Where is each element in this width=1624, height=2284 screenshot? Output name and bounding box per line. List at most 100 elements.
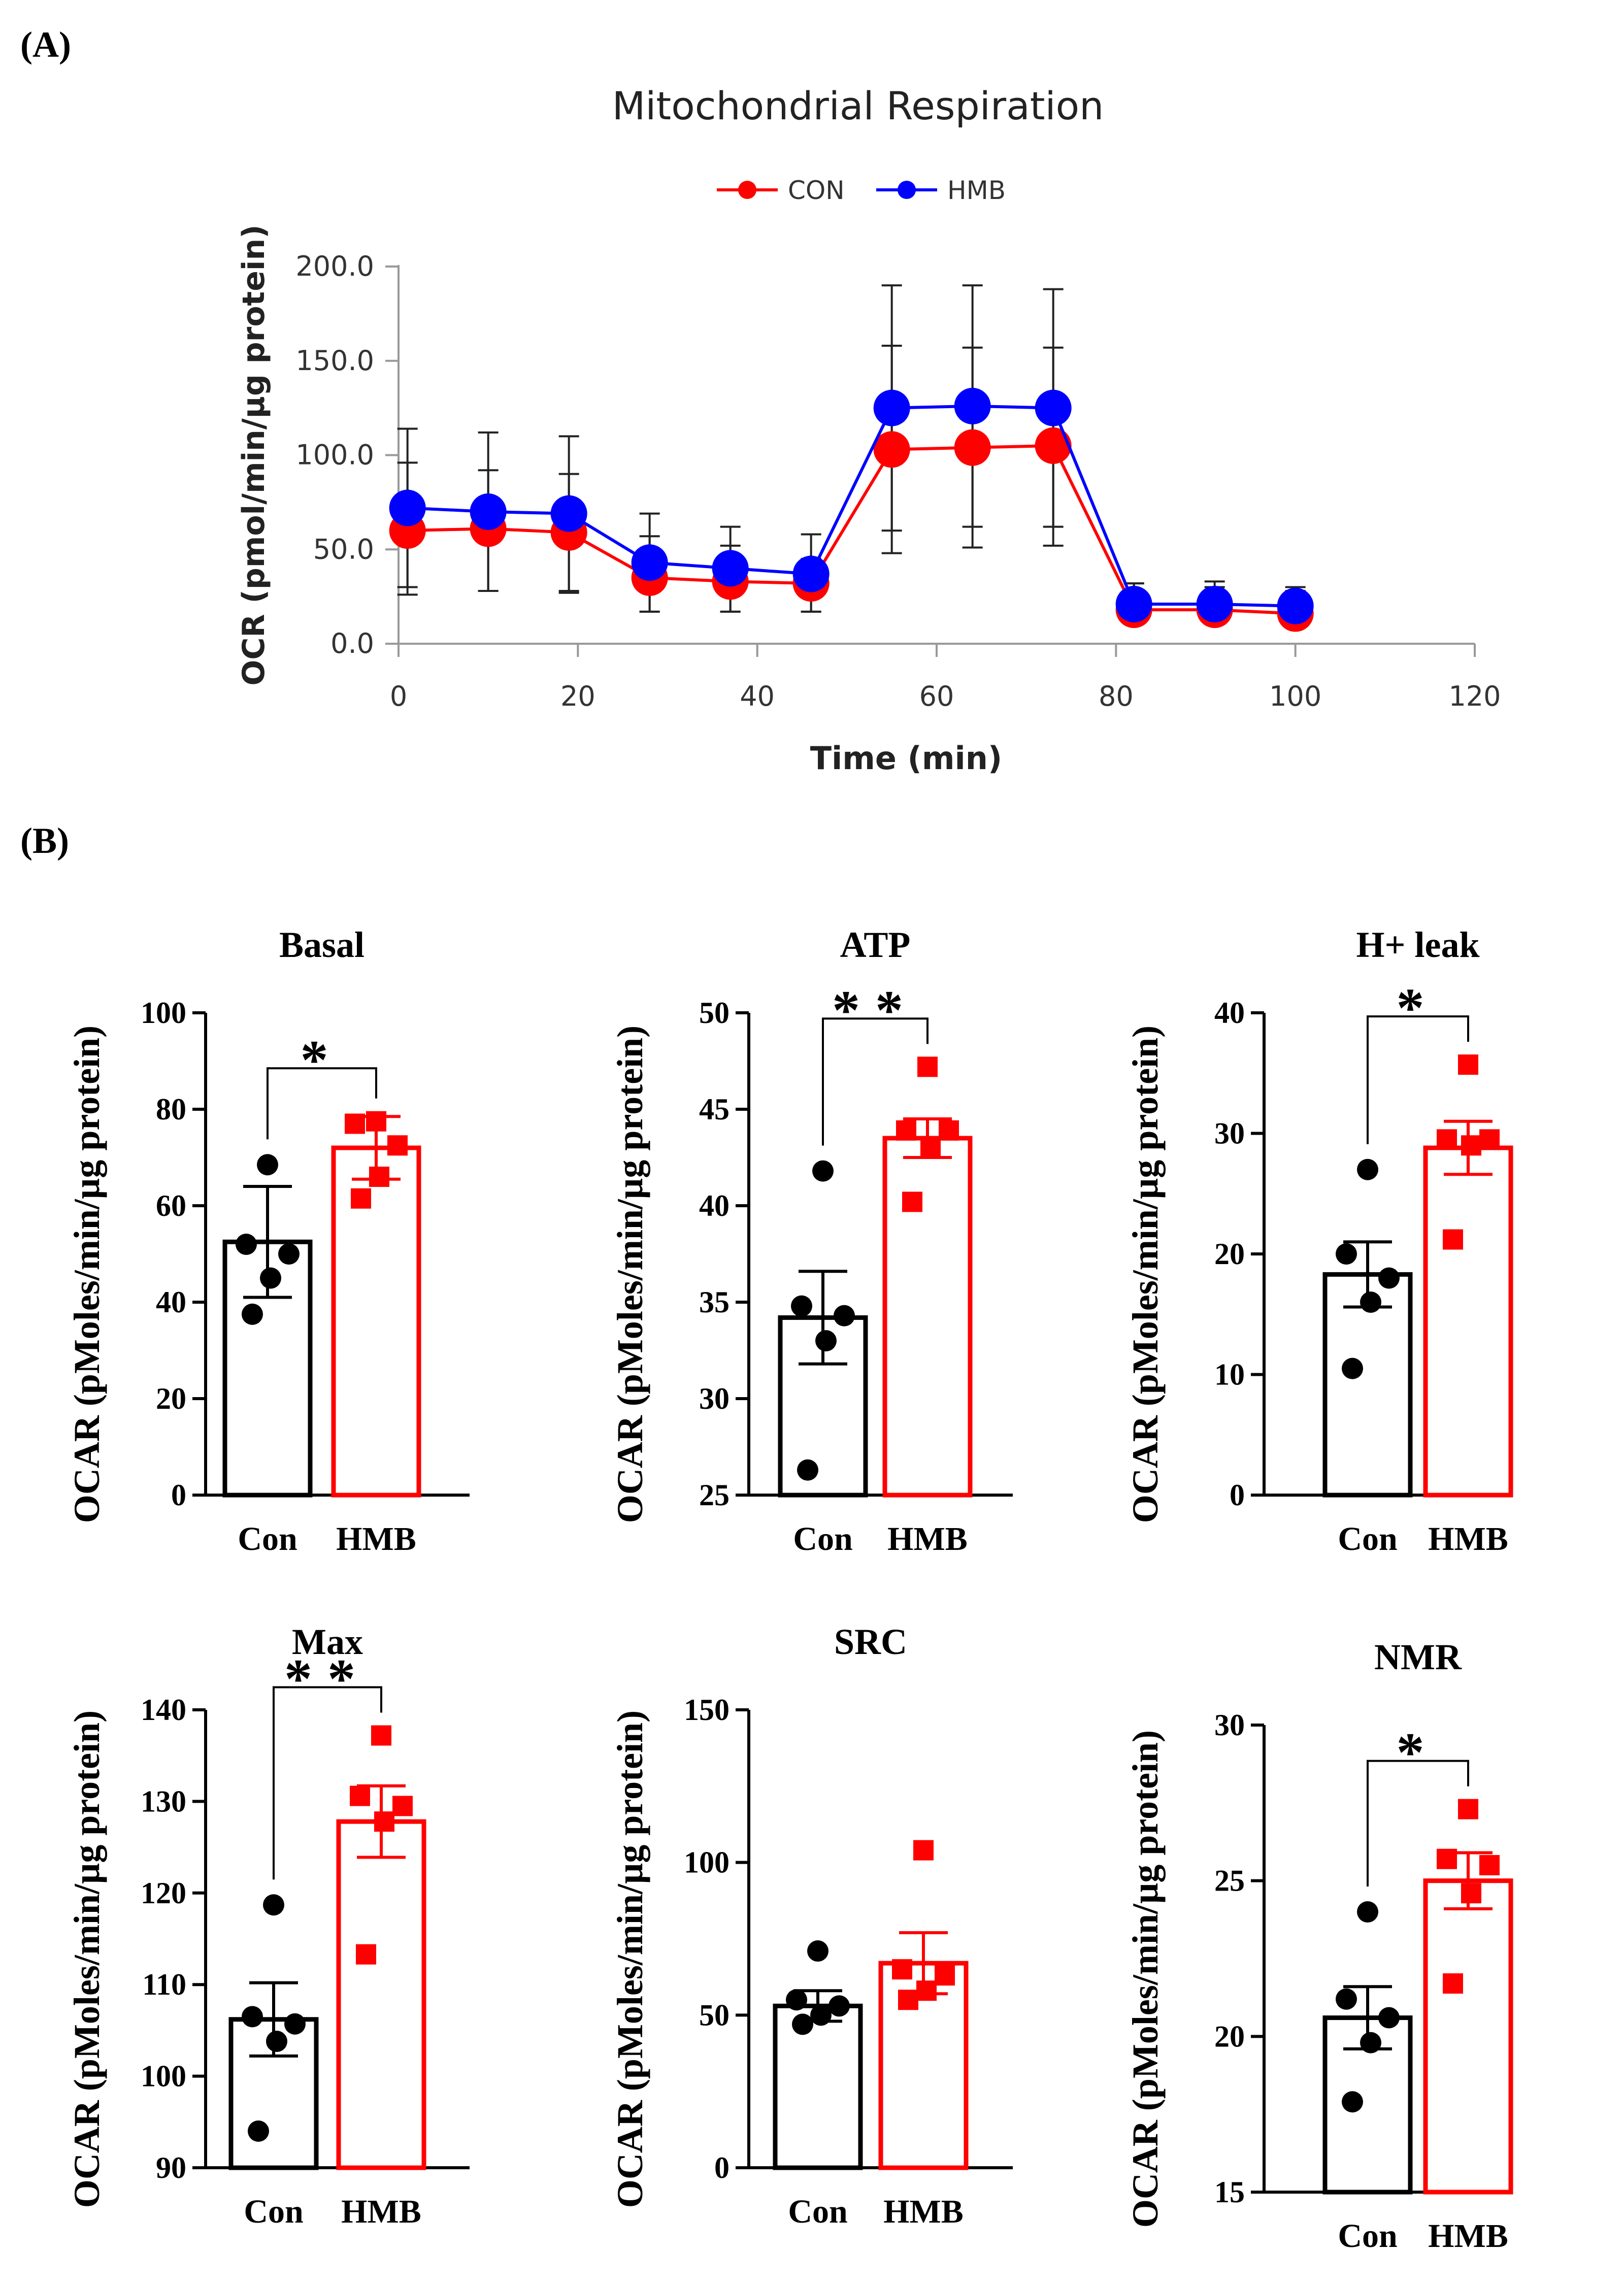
data-point-con	[242, 1303, 263, 1325]
data-point-hmb	[350, 1785, 370, 1806]
bar-con	[773, 2003, 863, 2170]
y-tick-label: 0	[714, 2151, 730, 2184]
chart-title: Max	[292, 1621, 363, 1662]
bar-chart-atp: ATP OCAR (pMoles/min/µg protein) 25 30 35 40 4…	[610, 924, 1013, 1558]
data-point-con	[263, 1894, 284, 1916]
bar-hmb	[331, 1145, 421, 1498]
y-tick-label: 15	[1214, 2175, 1245, 2209]
data-point-hmb	[939, 1120, 959, 1141]
data-point-hmb	[954, 387, 991, 424]
data-point-hmb	[389, 489, 426, 526]
data-point-hmb	[892, 1959, 912, 1980]
data-point-con	[1360, 2032, 1381, 2054]
data-point-hmb	[371, 1725, 391, 1746]
data-point-hmb	[712, 550, 749, 587]
y-axis-label: OCAR (pMoles/min/µg protein)	[1125, 1025, 1166, 1523]
data-point-hmb	[374, 1811, 394, 1832]
y-axis-label: OCAR (pMoles/min/µg protein)	[610, 1025, 650, 1523]
bar-chart-src: SRC OCAR (pMoles/min/µg protein) 0 50 100 150…	[610, 1621, 1013, 2230]
y-tick-label: 30	[1214, 1117, 1245, 1150]
y-tick-label: 120	[141, 1876, 186, 1910]
x-tick-label: 80	[1099, 680, 1134, 712]
y-tick-label: 80	[156, 1093, 186, 1126]
y-tick-label: 30	[699, 1382, 730, 1415]
y-tick-label: 25	[1214, 1864, 1245, 1898]
data-point-hmb	[369, 1167, 389, 1187]
data-point-hmb	[1035, 389, 1072, 426]
data-point-con	[248, 2120, 269, 2142]
significance-bracket	[1367, 1760, 1469, 1886]
y-tick-label: 35	[699, 1285, 730, 1319]
category-label-con: Con	[1338, 2217, 1397, 2255]
y-tick-label: 30	[1214, 1708, 1245, 1742]
data-point-con	[797, 1459, 818, 1481]
data-point-hmb	[345, 1113, 365, 1134]
data-point-con	[1360, 1292, 1381, 1313]
bar-hmb	[1423, 1145, 1513, 1498]
y-tick-label: 50.0	[313, 533, 374, 565]
data-point-hmb	[1115, 585, 1152, 622]
data-point-con	[284, 2013, 306, 2035]
data-point-con	[815, 1330, 837, 1351]
data-point-hmb	[935, 1965, 955, 1986]
bar-chart-max: Max OCAR (pMoles/min/µg protein) 90 100 110 1…	[67, 1621, 470, 2230]
data-point-hmb	[1479, 1855, 1500, 1875]
data-point-con	[1336, 1988, 1357, 2010]
category-label-hmb: HMB	[887, 1520, 968, 1558]
data-point-hmb	[366, 1111, 386, 1132]
category-label-con: Con	[1338, 1520, 1397, 1558]
data-point-con	[260, 1267, 281, 1289]
y-tick-label: 150	[684, 1693, 730, 1727]
data-point-hmb	[1437, 1129, 1457, 1150]
y-tick-label: 100.0	[295, 439, 374, 471]
series-line-hmb	[407, 404, 1296, 608]
y-tick-label: 60	[156, 1189, 186, 1222]
x-tick-label: 60	[919, 680, 954, 712]
data-point-con	[834, 1305, 855, 1327]
bar-hmb	[1423, 1878, 1513, 2195]
bar-chart-basal: Basal OCAR (pMoles/min/µg protein) 0 20 40 60…	[67, 924, 470, 1558]
mitochondrial-respiration-chart: Mitochondrial Respiration CON HMB 0.0 50.0 10…	[236, 83, 1501, 777]
data-point-con	[792, 2013, 813, 2035]
data-point-con	[873, 431, 910, 468]
y-tick-label: 200.0	[295, 250, 374, 282]
chart-title: NMR	[1374, 1637, 1462, 1677]
y-tick-label: 100	[684, 1846, 730, 1879]
legend-marker-hmb	[898, 181, 916, 199]
data-point-hmb	[898, 1990, 918, 2010]
y-axis-label: OCAR (pMoles/min/µg protein)	[610, 1710, 650, 2208]
chart-title: SRC	[834, 1621, 907, 1662]
data-point-hmb	[470, 493, 507, 530]
data-point-con	[786, 1989, 807, 2011]
legend-label-con: CON	[788, 176, 845, 205]
significance-bracket	[273, 1686, 382, 1880]
data-point-hmb	[1479, 1129, 1500, 1150]
data-point-hmb	[896, 1120, 916, 1141]
data-point-hmb	[387, 1135, 408, 1156]
x-tick-label: 100	[1269, 680, 1321, 712]
y-tick-label: 40	[156, 1285, 186, 1319]
data-point-hmb	[913, 1840, 934, 1861]
data-point-hmb	[873, 389, 910, 426]
series-line-con	[407, 444, 1296, 615]
panel-b-label: (B)	[20, 820, 69, 861]
y-tick-label: 130	[141, 1784, 186, 1818]
category-label-con: Con	[244, 2193, 303, 2230]
data-point-hmb	[392, 1796, 413, 1816]
y-tick-label: 0	[1230, 1478, 1245, 1512]
significance-marker: *	[301, 1029, 344, 1090]
chart-title: ATP	[840, 924, 911, 965]
data-point-hmb	[1461, 1883, 1481, 1904]
chart-title: H+ leak	[1356, 924, 1479, 965]
data-point-con	[1378, 1267, 1400, 1289]
y-axis-label: OCAR (pMoles/min/µg protein)	[67, 1710, 107, 2208]
data-point-con	[807, 1940, 828, 1962]
data-point-con	[1336, 1243, 1357, 1265]
data-point-hmb	[351, 1188, 371, 1209]
data-point-con	[1378, 2007, 1400, 2029]
y-tick-label: 0.0	[330, 627, 374, 659]
data-point-hmb	[1437, 1848, 1457, 1869]
data-point-hmb	[916, 1980, 937, 2001]
bar-hmb	[882, 1136, 973, 1498]
bar-chart-grid: Basal OCAR (pMoles/min/µg protein) 0 20 40 60…	[67, 924, 1513, 2255]
